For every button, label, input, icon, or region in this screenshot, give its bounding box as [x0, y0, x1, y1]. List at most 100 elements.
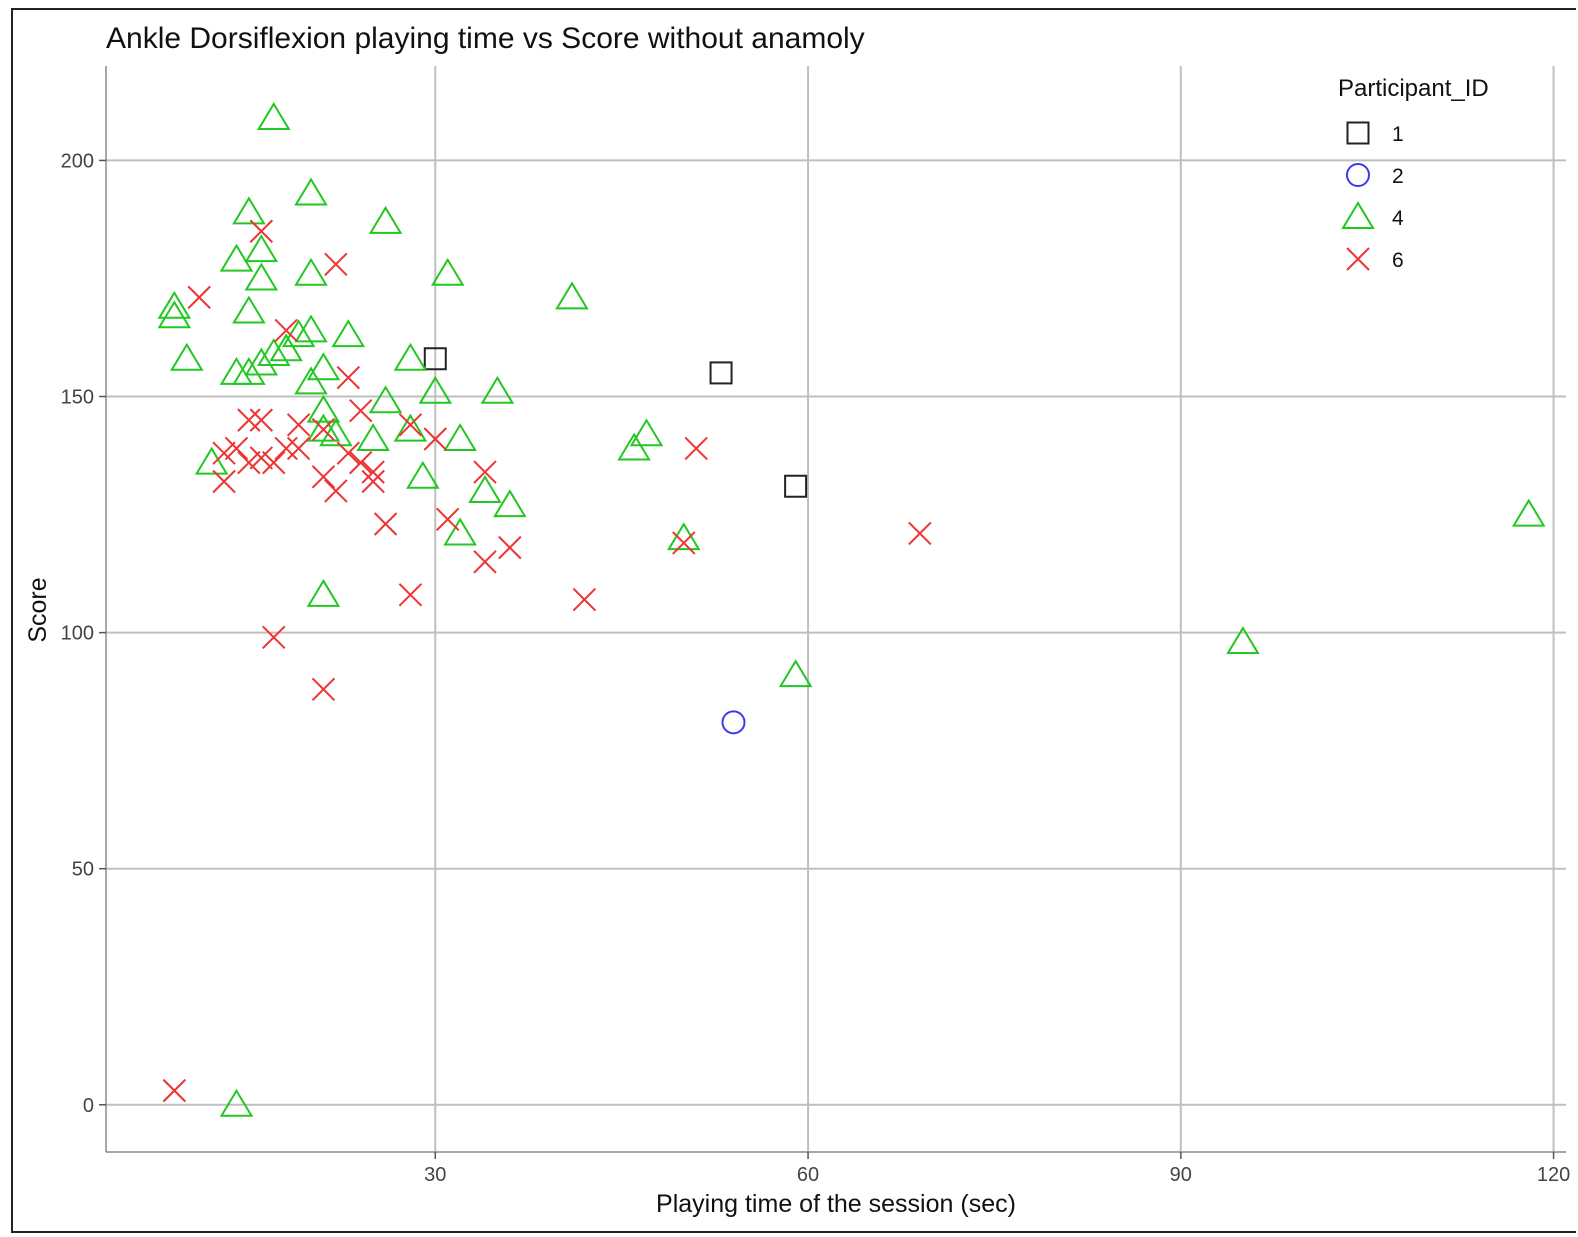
point-participant-6 — [249, 219, 274, 243]
point-participant-6 — [336, 441, 361, 465]
point-participant-4 — [1511, 498, 1546, 527]
point-participant-6 — [286, 413, 311, 437]
x-axis-label: Playing time of the session (sec) — [656, 1190, 1016, 1218]
legend-key-2 — [1346, 163, 1370, 187]
point-participant-4 — [306, 394, 341, 423]
point-participant-4 — [219, 356, 254, 385]
point-participant-6 — [324, 252, 348, 277]
cross-stroke — [274, 436, 298, 461]
y-tick-label: 200 — [61, 150, 94, 172]
cross-stroke — [324, 252, 348, 277]
point-participant-4 — [393, 342, 428, 371]
point-participant-4 — [294, 314, 328, 343]
point-participant-2 — [721, 710, 746, 735]
point-participant-4 — [219, 243, 254, 272]
point-participant-6 — [274, 318, 298, 343]
cross-stroke — [249, 219, 274, 243]
cross-stroke — [1346, 247, 1370, 271]
cross-stroke — [311, 417, 336, 442]
cross-stroke — [274, 318, 298, 343]
cross-stroke — [908, 521, 932, 546]
cross-stroke — [311, 465, 336, 489]
x-tick-label: 30 — [424, 1164, 446, 1186]
cross-stroke — [361, 460, 385, 484]
point-participant-4 — [406, 460, 440, 489]
cross-stroke — [286, 436, 311, 461]
point-participant-4 — [157, 300, 192, 329]
y-axis-label: Score — [24, 577, 52, 642]
cross-stroke — [373, 512, 398, 536]
point-participant-6 — [473, 550, 497, 574]
cross-stroke — [212, 469, 236, 494]
legend-label-4: 4 — [1392, 207, 1404, 230]
y-tick-label: 100 — [61, 623, 94, 645]
legend-title: Participant_ID — [1338, 75, 1489, 102]
point-participant-4 — [368, 205, 403, 234]
point-participant-4 — [629, 418, 664, 447]
point-participant-6 — [498, 535, 522, 560]
point-participant-6 — [237, 450, 261, 475]
point-participant-4 — [617, 432, 651, 461]
point-participant-1 — [784, 474, 808, 498]
point-participant-6 — [349, 398, 373, 423]
point-participant-4 — [667, 522, 701, 551]
point-participant-4 — [232, 196, 266, 225]
point-participant-4 — [232, 295, 266, 324]
point-participant-6 — [398, 413, 423, 437]
y-tick-label: 150 — [61, 387, 94, 409]
point-participant-6 — [311, 677, 336, 701]
point-participant-4 — [294, 366, 328, 395]
point-participant-6 — [224, 436, 249, 461]
point-participant-4 — [194, 446, 229, 475]
cross-stroke — [473, 460, 497, 484]
cross-stroke — [249, 408, 274, 432]
y-tick-label: 50 — [72, 859, 94, 881]
cross-stroke — [349, 450, 373, 475]
point-participant-6 — [311, 465, 336, 489]
point-participant-6 — [684, 436, 708, 461]
point-participant-6 — [398, 583, 423, 607]
point-participant-4 — [393, 413, 428, 442]
point-participant-6 — [237, 408, 261, 432]
cross-stroke — [286, 413, 311, 437]
point-participant-6 — [672, 531, 696, 555]
point-participant-1 — [423, 347, 447, 371]
point-participant-4 — [331, 319, 366, 348]
point-participant-4 — [468, 475, 502, 503]
point-participant-6 — [162, 1078, 187, 1103]
cross-stroke — [349, 398, 373, 423]
point-participant-6 — [473, 460, 497, 484]
point-participant-4 — [256, 338, 291, 367]
cross-stroke — [672, 531, 696, 555]
cross-stroke — [162, 1078, 187, 1103]
point-participant-4 — [256, 101, 291, 130]
cross-stroke — [423, 427, 447, 451]
chart-frame — [11, 8, 1576, 1233]
point-participant-6 — [187, 285, 211, 310]
cross-stroke — [262, 450, 286, 475]
point-participant-4 — [294, 257, 328, 286]
point-participant-6 — [212, 469, 236, 494]
cross-stroke — [237, 450, 261, 475]
point-participant-1 — [709, 361, 733, 385]
point-participant-6 — [286, 436, 311, 461]
y-tick-label: 0 — [83, 1095, 94, 1117]
cross-stroke — [572, 587, 597, 612]
legend-key-1 — [1346, 121, 1370, 145]
point-participant-6 — [249, 446, 274, 470]
cross-stroke — [187, 285, 211, 310]
point-participant-4 — [418, 375, 453, 404]
point-participant-4 — [294, 177, 328, 206]
point-participant-4 — [356, 423, 390, 452]
cross-stroke — [336, 365, 361, 390]
cross-stroke — [398, 413, 423, 437]
chart-title: Ankle Dorsiflexion playing time vs Score… — [106, 22, 865, 55]
legend-key-6 — [1346, 247, 1370, 271]
point-participant-6 — [274, 436, 298, 461]
point-participant-6 — [212, 441, 236, 465]
data-points — [157, 101, 1546, 1117]
point-participant-4 — [443, 423, 477, 452]
point-participant-4 — [157, 290, 192, 319]
point-participant-6 — [262, 450, 286, 475]
